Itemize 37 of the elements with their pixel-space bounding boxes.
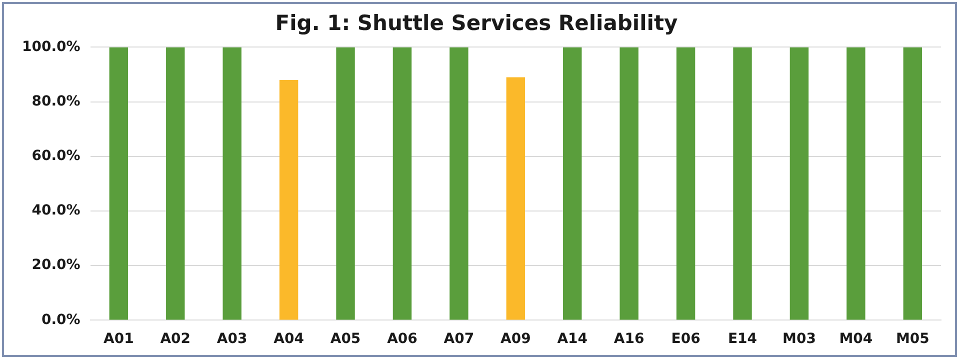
x-tick-label: M05	[896, 331, 930, 348]
bar	[279, 80, 298, 320]
bar	[392, 47, 412, 320]
x-tick-label: M03	[782, 331, 816, 348]
bar	[790, 47, 809, 320]
x-tick-label: A16	[614, 331, 644, 348]
bar	[222, 47, 242, 320]
bar	[166, 47, 185, 320]
x-tick-label: A06	[387, 331, 418, 348]
bar	[336, 47, 355, 320]
bar	[903, 47, 922, 320]
x-tick-label: A03	[216, 331, 248, 348]
bar	[620, 47, 638, 320]
x-tick-label: E06	[671, 331, 700, 348]
bar	[109, 47, 128, 320]
y-tick-label: 100.0%	[22, 38, 80, 55]
y-tick-label: 40.0%	[32, 202, 80, 219]
bar	[506, 77, 526, 320]
y-tick-label: 0.0%	[41, 312, 80, 328]
y-tick-label: 20.0%	[32, 257, 80, 274]
x-tick-label: A05	[330, 331, 361, 348]
chart-title: Fig. 1: Shuttle Services Reliability	[275, 11, 678, 36]
y-tick-label: 60.0%	[32, 148, 80, 164]
x-tick-label: A04	[274, 331, 304, 348]
x-tick-label: A07	[444, 331, 474, 348]
x-tick-label: A02	[160, 331, 191, 348]
x-tick-label: A09	[500, 331, 531, 348]
x-tick-label: A14	[557, 331, 588, 348]
x-tick-label: A01	[104, 331, 134, 348]
y-tick-label: 80.0%	[32, 93, 80, 110]
bar	[846, 47, 866, 320]
bar	[733, 47, 752, 320]
x-tick-label: E14	[728, 331, 758, 348]
bar	[563, 47, 582, 320]
bar	[450, 47, 468, 320]
bar	[676, 47, 696, 320]
x-tick-label: M04	[839, 331, 873, 348]
